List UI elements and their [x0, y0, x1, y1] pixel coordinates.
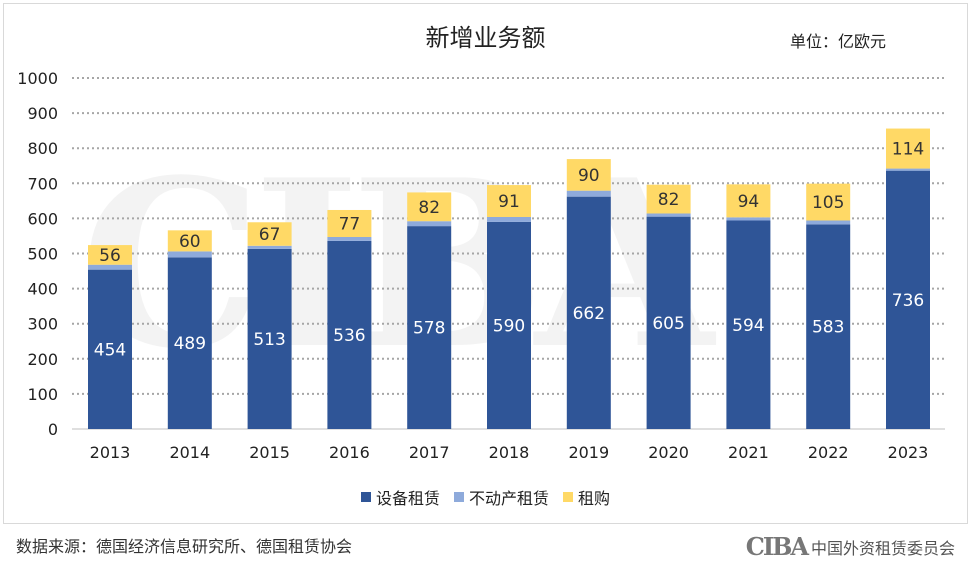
x-tick-label: 2017 [409, 443, 450, 462]
bar-segment [327, 240, 372, 429]
data-label: 662 [573, 304, 605, 324]
y-tick-label: 800 [27, 139, 58, 158]
data-label: 56 [99, 246, 121, 266]
x-tick-label: 2022 [808, 443, 849, 462]
bar-segment [487, 185, 531, 217]
data-label: 94 [738, 192, 760, 212]
unit-label: 单位：亿欧元 [790, 32, 887, 51]
bar-segment [247, 248, 292, 429]
data-label: 590 [493, 316, 525, 336]
x-tick-label: 2020 [648, 443, 689, 462]
x-tick-label: 2021 [728, 443, 769, 462]
legend-swatch [563, 492, 573, 502]
bar-segment [327, 237, 372, 241]
y-tick-label: 700 [27, 174, 58, 193]
data-label: 594 [732, 316, 764, 336]
bar-segment [806, 224, 851, 429]
y-tick-label: 400 [27, 280, 58, 299]
bar-segment [646, 213, 691, 217]
legend: 设备租赁 不动产租赁 租购 [0, 485, 971, 509]
bar-segment [167, 257, 212, 429]
org-name: 中国外资租赁委员会 [810, 538, 955, 558]
x-tick-label: 2014 [169, 443, 210, 462]
bar-segment [726, 217, 771, 221]
y-tick-label: 900 [27, 104, 58, 123]
data-label: 578 [413, 319, 445, 339]
data-label: 605 [652, 314, 684, 334]
bar-segment [247, 222, 292, 246]
bar-segment [886, 170, 930, 429]
y-tick-label: 1000 [17, 69, 58, 88]
legend-label: 租购 [578, 489, 611, 508]
legend-item: 不动产租赁 [453, 485, 549, 509]
bar-segment [327, 209, 372, 238]
bar-segment [886, 128, 930, 169]
bar-segment [566, 159, 611, 191]
bar-segment [88, 264, 132, 270]
legend-swatch [453, 492, 464, 502]
bar-segment [88, 269, 132, 429]
x-tick-label: 2023 [888, 443, 929, 462]
data-label: 82 [418, 198, 440, 218]
chart-frame [3, 3, 968, 524]
source-note: 数据来源：德国经济信息研究所、德国租赁协会 [16, 537, 353, 556]
data-label: 90 [578, 166, 600, 186]
y-tick-label: 300 [27, 315, 58, 334]
bar-segment [646, 216, 691, 429]
bar-segment [886, 168, 930, 171]
bar-segment [487, 216, 531, 222]
data-label: 82 [658, 190, 680, 210]
y-tick-label: 500 [27, 245, 58, 264]
x-tick-label: 2018 [489, 443, 530, 462]
ciba-logo: CIBA [745, 532, 809, 561]
bar-segment [646, 184, 691, 214]
bar-segment [806, 220, 851, 225]
bar-segment [566, 196, 611, 429]
org-credit: CIBA 中国外资租赁委员会 [746, 532, 955, 561]
bar-segment [806, 183, 851, 221]
y-tick-label: 600 [27, 209, 58, 228]
bar-segment [726, 220, 771, 429]
data-label: 489 [174, 334, 206, 354]
bar-segment [407, 192, 452, 222]
bar-segment [726, 184, 771, 218]
y-tick-label: 200 [27, 350, 58, 369]
x-tick-label: 2013 [90, 443, 131, 462]
data-label: 91 [498, 192, 520, 212]
bar-segment [407, 221, 452, 227]
x-tick-label: 2015 [249, 443, 290, 462]
data-label: 583 [812, 318, 844, 338]
data-label: 105 [812, 193, 844, 213]
bar-segment [167, 230, 212, 252]
bar-segment [566, 190, 611, 197]
data-label: 114 [892, 140, 924, 160]
y-tick-label: 100 [27, 385, 58, 404]
legend-label: 设备租赁 [375, 489, 440, 508]
legend-item: 租购 [563, 485, 610, 509]
legend-item: 设备租赁 [360, 485, 440, 509]
data-label: 736 [892, 291, 924, 311]
bar-segment [167, 251, 212, 258]
bar-segment [407, 226, 452, 429]
bar-segment [88, 245, 132, 265]
bar-segment [247, 245, 292, 249]
data-label: 536 [333, 326, 365, 346]
bar-segment [487, 221, 531, 429]
data-label: 67 [259, 225, 281, 245]
legend-label: 不动产租赁 [468, 489, 549, 508]
x-tick-label: 2016 [329, 443, 370, 462]
data-label: 77 [339, 214, 361, 234]
x-tick-label: 2019 [568, 443, 609, 462]
data-label: 454 [94, 340, 126, 360]
legend-swatch [360, 492, 371, 502]
chart-title: 新增业务额 [425, 24, 546, 52]
data-label: 60 [179, 232, 201, 252]
data-label: 513 [253, 330, 285, 350]
y-tick-label: 0 [48, 420, 58, 439]
